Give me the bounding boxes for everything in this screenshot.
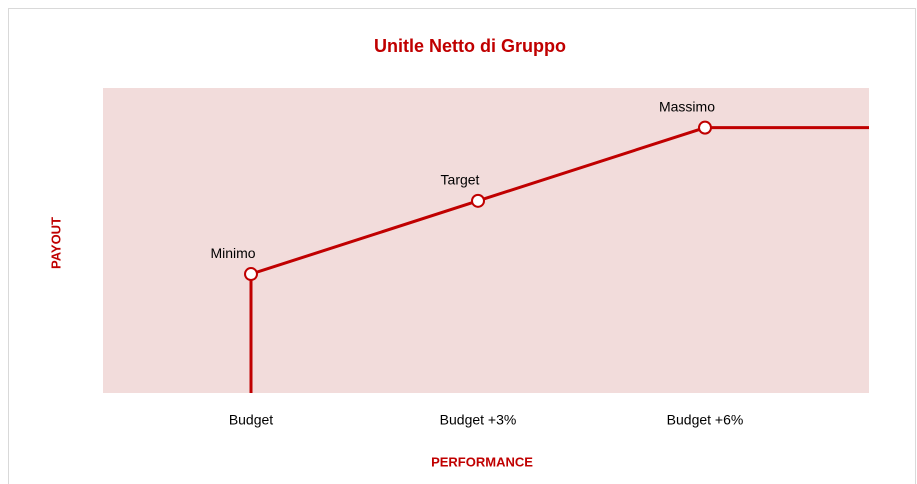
chart-title: Unitle Netto di Gruppo — [374, 36, 566, 56]
x-tick-label: Budget — [229, 412, 273, 428]
plot-area — [103, 88, 869, 393]
point-label: Minimo — [210, 245, 255, 261]
point — [698, 120, 712, 135]
point-label: Target — [441, 172, 480, 188]
x-tick-label: Budget +6% — [667, 412, 744, 428]
x-tick-label: Budget +3% — [440, 412, 517, 428]
x-axis-label: PERFORMANCE — [431, 454, 533, 469]
point — [244, 267, 258, 282]
y-axis-label: PAYOUT — [48, 217, 63, 269]
point — [471, 193, 485, 208]
point-label: Massimo — [659, 98, 715, 114]
